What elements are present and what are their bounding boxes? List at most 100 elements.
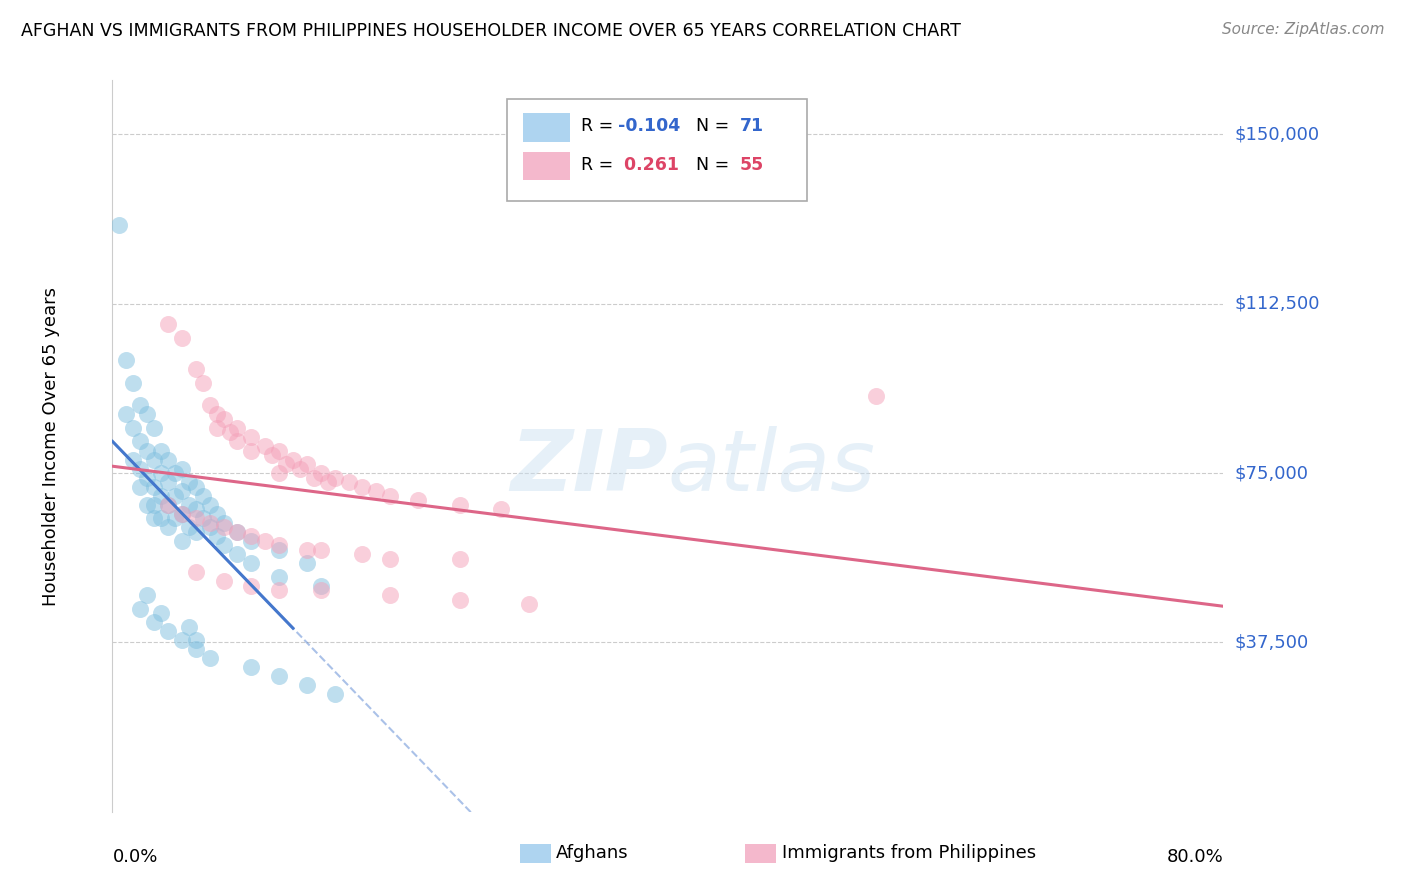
Point <box>143 498 166 512</box>
Point <box>865 389 887 403</box>
Point <box>170 331 193 345</box>
Point <box>136 588 159 602</box>
Point <box>267 669 291 683</box>
Point <box>274 457 297 471</box>
Point <box>267 570 291 584</box>
Point <box>150 466 173 480</box>
Point <box>143 452 166 467</box>
Point <box>267 466 291 480</box>
Point <box>129 601 152 615</box>
Point <box>254 439 277 453</box>
Point <box>240 579 263 593</box>
Point <box>184 362 207 376</box>
Point <box>157 475 180 489</box>
Point <box>205 507 228 521</box>
Point <box>226 434 249 449</box>
Point <box>184 642 207 657</box>
Point <box>198 651 221 665</box>
Point <box>226 421 249 435</box>
Text: $37,500: $37,500 <box>1234 633 1309 651</box>
Point <box>309 466 332 480</box>
Point <box>177 475 200 489</box>
Text: Immigrants from Philippines: Immigrants from Philippines <box>782 844 1036 862</box>
Point <box>240 533 263 548</box>
Point <box>337 475 360 489</box>
Text: $75,000: $75,000 <box>1234 464 1309 482</box>
Point <box>406 493 429 508</box>
Point <box>170 484 193 499</box>
Point <box>205 408 228 422</box>
Point <box>177 619 200 633</box>
Point <box>170 533 193 548</box>
FancyBboxPatch shape <box>506 99 807 201</box>
Point <box>267 538 291 552</box>
Point <box>170 461 193 475</box>
Text: N =: N = <box>685 118 734 136</box>
Point <box>295 557 318 571</box>
Point <box>136 498 159 512</box>
Point <box>177 520 200 534</box>
Point <box>198 516 221 530</box>
Point <box>136 443 159 458</box>
Point <box>212 516 235 530</box>
Point <box>170 633 193 648</box>
Point <box>122 376 145 390</box>
Point <box>129 434 152 449</box>
Point <box>198 498 221 512</box>
Text: 80.0%: 80.0% <box>1167 848 1223 866</box>
Point <box>281 452 304 467</box>
Text: $150,000: $150,000 <box>1234 126 1319 144</box>
Point <box>150 511 173 525</box>
Point <box>115 353 138 368</box>
Text: N =: N = <box>685 156 734 174</box>
Point <box>143 511 166 525</box>
Point <box>295 542 318 557</box>
Text: $112,500: $112,500 <box>1234 294 1320 313</box>
Point <box>240 430 263 444</box>
Point <box>366 484 388 499</box>
Text: 0.261: 0.261 <box>617 156 679 174</box>
FancyBboxPatch shape <box>523 113 569 142</box>
Point <box>295 457 318 471</box>
Point <box>157 317 180 331</box>
Point <box>184 511 207 525</box>
Point <box>143 421 166 435</box>
Point <box>380 489 402 503</box>
Text: atlas: atlas <box>668 426 876 509</box>
Point <box>157 498 180 512</box>
Point <box>150 606 173 620</box>
Point <box>254 533 277 548</box>
Point <box>449 552 471 566</box>
Point <box>380 588 402 602</box>
Point <box>157 624 180 639</box>
Point <box>309 583 332 598</box>
Point <box>163 466 186 480</box>
Point <box>212 520 235 534</box>
Point <box>240 529 263 543</box>
Point <box>150 443 173 458</box>
Point <box>517 597 540 611</box>
Text: AFGHAN VS IMMIGRANTS FROM PHILIPPINES HOUSEHOLDER INCOME OVER 65 YEARS CORRELATI: AFGHAN VS IMMIGRANTS FROM PHILIPPINES HO… <box>21 22 960 40</box>
Point <box>267 443 291 458</box>
Point <box>267 583 291 598</box>
Text: Afghans: Afghans <box>555 844 628 862</box>
Point <box>170 507 193 521</box>
Point <box>150 489 173 503</box>
Point <box>288 461 311 475</box>
Point <box>177 498 200 512</box>
Text: Householder Income Over 65 years: Householder Income Over 65 years <box>42 286 60 606</box>
Point <box>184 566 207 580</box>
Point <box>157 452 180 467</box>
Point <box>136 470 159 484</box>
Point <box>352 480 374 494</box>
Point <box>262 448 284 462</box>
Point <box>267 542 291 557</box>
Point <box>122 421 145 435</box>
Text: R =: R = <box>581 156 619 174</box>
Point <box>170 507 193 521</box>
Point <box>226 524 249 539</box>
Point <box>157 498 180 512</box>
Point <box>323 687 346 701</box>
Point <box>380 552 402 566</box>
Point <box>295 678 318 692</box>
